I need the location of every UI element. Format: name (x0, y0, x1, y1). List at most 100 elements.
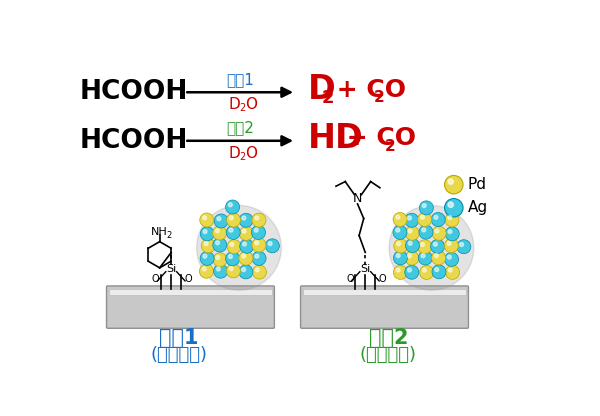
Circle shape (226, 252, 239, 266)
Text: O: O (379, 275, 386, 285)
Text: O: O (245, 146, 257, 161)
Circle shape (418, 251, 433, 265)
Circle shape (200, 251, 214, 265)
Circle shape (422, 228, 425, 232)
Circle shape (239, 213, 253, 227)
Circle shape (230, 243, 234, 246)
Text: 触媒2: 触媒2 (226, 120, 254, 135)
Circle shape (213, 253, 227, 267)
Circle shape (242, 229, 246, 233)
Text: O: O (184, 275, 192, 285)
Circle shape (212, 226, 227, 240)
Bar (303, 289, 466, 295)
Text: 2: 2 (374, 90, 385, 105)
Text: + CO: + CO (328, 78, 406, 102)
Circle shape (406, 238, 419, 253)
Circle shape (394, 265, 407, 280)
Circle shape (255, 216, 259, 220)
Text: HCOOH: HCOOH (80, 79, 188, 105)
Circle shape (393, 225, 407, 239)
Circle shape (396, 268, 400, 272)
Circle shape (418, 240, 432, 254)
Circle shape (397, 242, 400, 246)
Circle shape (201, 239, 215, 253)
Circle shape (215, 241, 220, 245)
Circle shape (255, 254, 259, 258)
Circle shape (418, 213, 431, 226)
Circle shape (215, 229, 220, 233)
Circle shape (432, 226, 446, 240)
Circle shape (396, 254, 400, 258)
Circle shape (445, 227, 459, 241)
Circle shape (431, 213, 445, 227)
Circle shape (203, 230, 207, 233)
Text: D: D (229, 146, 240, 161)
Circle shape (200, 227, 214, 241)
Circle shape (253, 265, 266, 279)
Circle shape (435, 229, 439, 233)
Circle shape (254, 228, 258, 232)
Circle shape (217, 267, 220, 271)
Text: 触媒1: 触媒1 (226, 72, 254, 87)
Text: O: O (152, 275, 160, 285)
Circle shape (197, 206, 281, 290)
Circle shape (404, 213, 419, 227)
Circle shape (407, 254, 412, 258)
Circle shape (421, 243, 424, 247)
Circle shape (448, 179, 454, 184)
Circle shape (265, 239, 280, 253)
Circle shape (226, 264, 241, 278)
Circle shape (457, 240, 471, 254)
Circle shape (445, 213, 459, 227)
Text: HCOOH: HCOOH (80, 128, 188, 154)
Circle shape (445, 265, 460, 280)
Circle shape (229, 228, 233, 232)
Circle shape (252, 213, 266, 227)
Text: 2: 2 (239, 104, 245, 114)
FancyBboxPatch shape (301, 286, 469, 328)
Circle shape (419, 225, 433, 239)
Circle shape (422, 268, 427, 272)
Circle shape (445, 239, 458, 253)
Circle shape (394, 239, 408, 253)
Text: HD: HD (308, 122, 363, 155)
Circle shape (229, 255, 232, 258)
Circle shape (227, 240, 241, 254)
Text: D: D (229, 97, 240, 112)
Circle shape (460, 243, 464, 246)
FancyBboxPatch shape (107, 286, 274, 328)
Circle shape (421, 254, 425, 258)
Text: O: O (245, 97, 257, 112)
Circle shape (242, 267, 245, 272)
Circle shape (448, 255, 451, 259)
Circle shape (255, 268, 259, 272)
Circle shape (405, 251, 419, 265)
Circle shape (226, 225, 240, 239)
Text: Si: Si (166, 265, 176, 275)
Circle shape (394, 251, 407, 265)
Circle shape (239, 226, 253, 240)
Circle shape (445, 176, 463, 194)
Circle shape (252, 251, 266, 265)
Circle shape (252, 238, 266, 252)
Circle shape (433, 242, 437, 246)
Circle shape (227, 213, 241, 227)
Circle shape (203, 216, 206, 220)
Circle shape (203, 254, 207, 258)
Circle shape (405, 226, 419, 240)
Circle shape (242, 254, 245, 258)
Circle shape (408, 229, 412, 233)
Circle shape (216, 255, 220, 260)
Text: 2: 2 (385, 139, 395, 154)
Circle shape (421, 215, 424, 219)
Circle shape (434, 215, 438, 219)
Text: 2: 2 (166, 231, 172, 240)
Circle shape (229, 267, 233, 270)
Circle shape (255, 241, 259, 245)
Circle shape (408, 241, 412, 245)
Circle shape (389, 206, 474, 290)
Circle shape (251, 225, 265, 240)
Circle shape (239, 265, 253, 279)
Text: NH: NH (151, 228, 168, 238)
Circle shape (242, 242, 247, 246)
